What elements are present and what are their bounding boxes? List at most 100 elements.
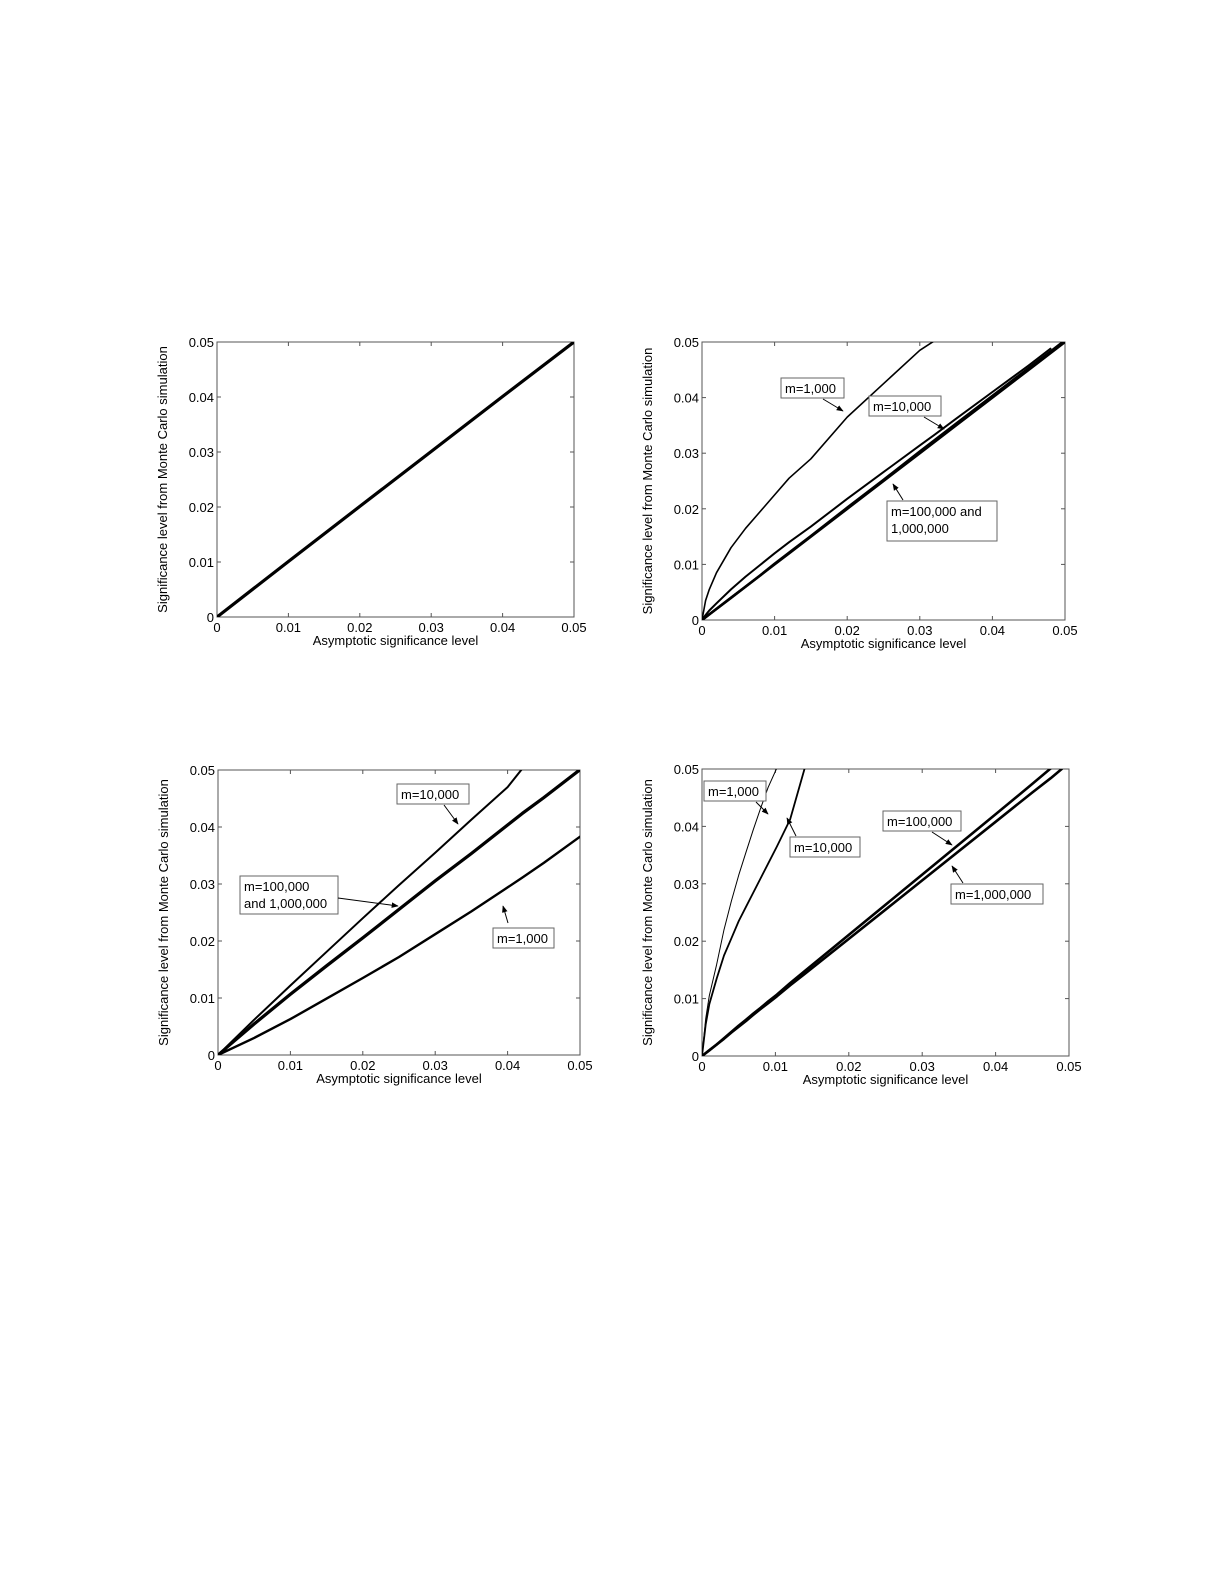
annotation-text: m=1,000	[497, 931, 548, 946]
x-tick-label: 0	[698, 1059, 705, 1074]
series-line	[702, 769, 1063, 1056]
annotation-arrow-icon	[337, 897, 399, 908]
y-tick-label: 0	[208, 1048, 215, 1063]
axes-frame	[217, 769, 581, 1056]
annotation: m=1,000	[703, 780, 769, 815]
annotation: m=100,000 and 1,000,000	[886, 483, 998, 542]
y-axis-label: Significance level from Monte Carlo simu…	[640, 779, 655, 1046]
annotation: m=1,000	[492, 905, 555, 949]
x-tick-label: 0.01	[278, 1058, 303, 1073]
annotation-arrow-icon	[822, 398, 844, 412]
x-tick-label: 0	[698, 623, 705, 638]
y-tick-label: 0.03	[674, 446, 699, 461]
y-tick-label: 0.01	[674, 557, 699, 572]
annotation-arrow-icon	[931, 831, 953, 846]
annotation-text: m=100,000 and	[891, 504, 982, 519]
x-axis-label: Asymptotic significance level	[801, 636, 967, 651]
y-tick-label: 0.03	[190, 877, 215, 892]
annotation-arrow-icon	[923, 416, 945, 430]
y-tick-label: 0.03	[189, 445, 214, 460]
y-tick-label: 0.02	[674, 502, 699, 517]
x-tick-label: 0.02	[835, 623, 860, 638]
x-tick-label: 0.01	[276, 620, 301, 635]
annotation-text: m=10,000	[401, 787, 459, 802]
annotation-text: m=100,000	[244, 879, 309, 894]
y-tick-label: 0.02	[190, 934, 215, 949]
y-tick-label: 0	[692, 613, 699, 628]
annotation: m=100,000 and 1,000,000	[239, 875, 399, 915]
annotation-arrow-icon	[786, 817, 797, 837]
y-tick-label: 0	[692, 1049, 699, 1064]
axes-frame	[701, 768, 1070, 1057]
y-tick-label: 0.04	[674, 391, 699, 406]
y-tick-label: 0.04	[674, 819, 699, 834]
x-tick-label: 0.02	[347, 620, 372, 635]
y-tick-label: 0.02	[674, 934, 699, 949]
annotation-arrow-icon	[892, 483, 904, 501]
axes-frame	[216, 341, 575, 618]
y-axis-label: Significance level from Monte Carlo simu…	[640, 348, 655, 615]
annotation: m=1,000	[780, 377, 845, 412]
annotation: m=100,000	[882, 810, 962, 846]
x-tick-label: 0.05	[1056, 1059, 1081, 1074]
y-tick-label: 0.05	[674, 762, 699, 777]
x-tick-label: 0.04	[983, 1059, 1008, 1074]
x-tick-label: 0.03	[907, 623, 932, 638]
annotation-arrow-icon	[443, 804, 459, 825]
x-tick-label: 0.03	[419, 620, 444, 635]
x-axis-label: Asymptotic significance level	[803, 1072, 969, 1087]
annotation: m=10,000	[396, 783, 470, 825]
y-tick-label: 0.05	[189, 335, 214, 350]
y-tick-label: 0.01	[674, 992, 699, 1007]
x-tick-label: 0.05	[561, 620, 586, 635]
annotation-text: m=10,000	[794, 840, 852, 855]
x-tick-label: 0.01	[763, 1059, 788, 1074]
annotation-arrow-icon	[755, 801, 769, 815]
y-tick-label: 0	[207, 610, 214, 625]
x-tick-label: 0	[213, 620, 220, 635]
series-line	[702, 769, 777, 1056]
x-tick-label: 0.01	[762, 623, 787, 638]
y-tick-label: 0.03	[674, 877, 699, 892]
x-axis-label: Asymptotic significance level	[313, 633, 479, 648]
x-tick-label: 0.04	[490, 620, 515, 635]
annotation-text: m=1,000	[785, 381, 836, 396]
x-tick-label: 0.04	[980, 623, 1005, 638]
annotation-text: m=100,000	[887, 814, 952, 829]
y-tick-label: 0.04	[189, 390, 214, 405]
annotation-text: m=1,000,000	[955, 887, 1031, 902]
annotation: m=10,000	[868, 395, 945, 430]
annotation-text: m=10,000	[873, 399, 931, 414]
y-tick-label: 0.02	[189, 500, 214, 515]
x-tick-label: 0.02	[350, 1058, 375, 1073]
annotation: m=10,000	[786, 817, 861, 858]
series-line	[702, 342, 935, 620]
y-tick-label: 0.04	[190, 820, 215, 835]
annotation: m=1,000,000	[950, 865, 1044, 905]
y-axis-label: Significance level from Monte Carlo simu…	[155, 346, 170, 613]
y-tick-label: 0.01	[190, 991, 215, 1006]
series-line	[702, 342, 1065, 620]
x-tick-label: 0.02	[836, 1059, 861, 1074]
annotation-arrow-icon	[951, 865, 964, 884]
y-axis-label: Significance level from Monte Carlo simu…	[156, 779, 171, 1046]
y-tick-label: 0.05	[190, 763, 215, 778]
series-line	[218, 770, 523, 1055]
axes-frame	[701, 341, 1066, 621]
annotation-text: 1,000,000	[891, 521, 949, 536]
x-tick-label: 0.05	[567, 1058, 592, 1073]
series-line	[218, 770, 580, 1055]
x-axis-label: Asymptotic significance level	[316, 1071, 482, 1086]
series-line	[217, 342, 574, 617]
x-tick-label: 0	[214, 1058, 221, 1073]
x-tick-label: 0.03	[423, 1058, 448, 1073]
series-line	[702, 347, 1052, 620]
x-tick-label: 0.03	[910, 1059, 935, 1074]
